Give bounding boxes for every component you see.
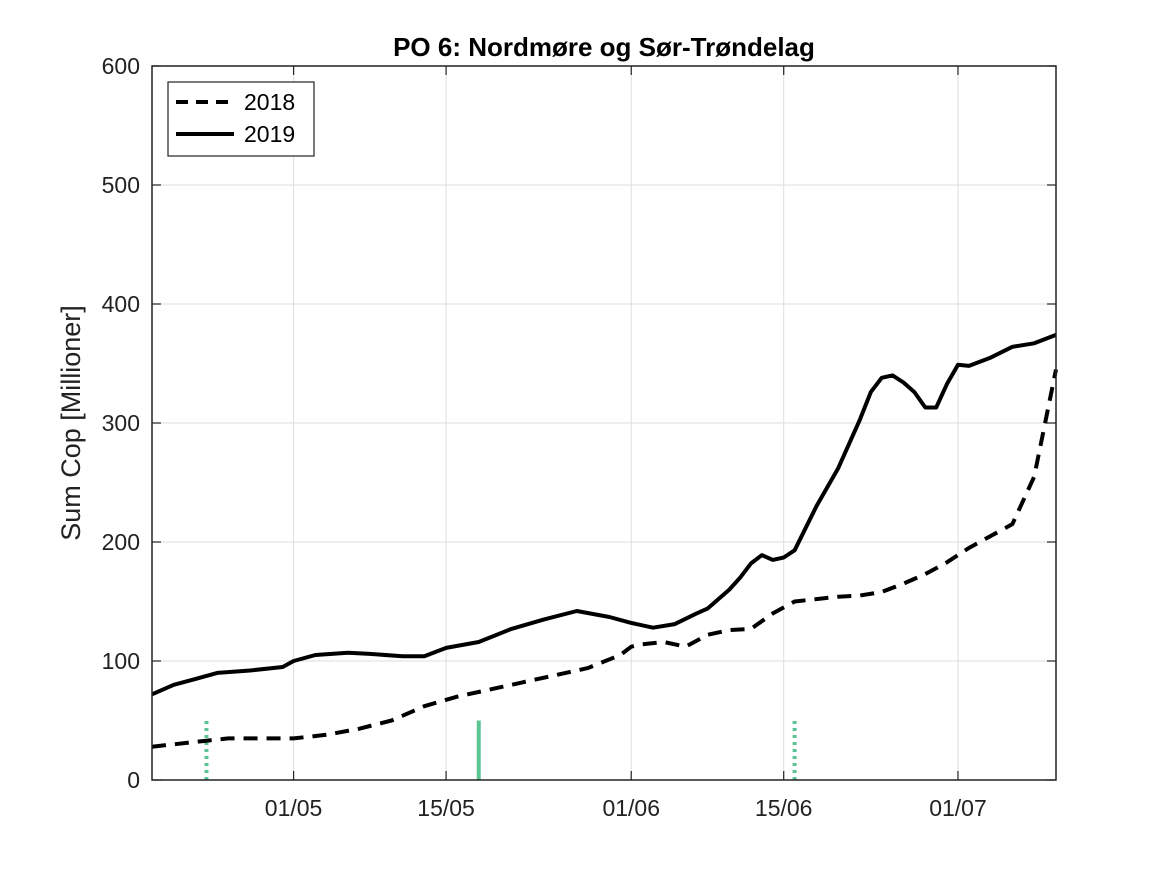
x-tick-label: 15/05 <box>417 795 475 821</box>
y-axis-label: Sum Cop [Millioner] <box>56 305 86 541</box>
x-tick-label: 15/06 <box>755 795 813 821</box>
legend: 2018 2019 <box>167 81 315 157</box>
series-line-2019 <box>151 333 1057 697</box>
x-tick-label: 01/05 <box>265 795 323 821</box>
y-tick-label: 0 <box>127 767 140 793</box>
chart-title: PO 6: Nordmøre og Sør-Trøndelag <box>393 32 815 62</box>
series-lines <box>151 333 1058 749</box>
series-line-2018 <box>151 369 1058 749</box>
gridlines <box>152 66 1056 780</box>
x-axis-ticks: 01/05 15/05 01/06 15/06 01/07 <box>265 66 987 821</box>
legend-label-2018: 2018 <box>244 89 295 115</box>
x-tick-label: 01/06 <box>602 795 660 821</box>
y-tick-label: 100 <box>102 648 140 674</box>
legend-box <box>167 81 315 157</box>
y-tick-label: 600 <box>102 53 140 79</box>
y-tick-label: 200 <box>102 529 140 555</box>
y-tick-label: 300 <box>102 410 140 436</box>
y-tick-label: 400 <box>102 291 140 317</box>
x-tick-label: 01/07 <box>929 795 987 821</box>
y-tick-label: 500 <box>102 172 140 198</box>
sampling-markers <box>204 720 797 780</box>
legend-label-2019: 2019 <box>244 121 295 147</box>
y-axis-ticks: 0 100 200 300 400 500 600 <box>102 53 1056 793</box>
